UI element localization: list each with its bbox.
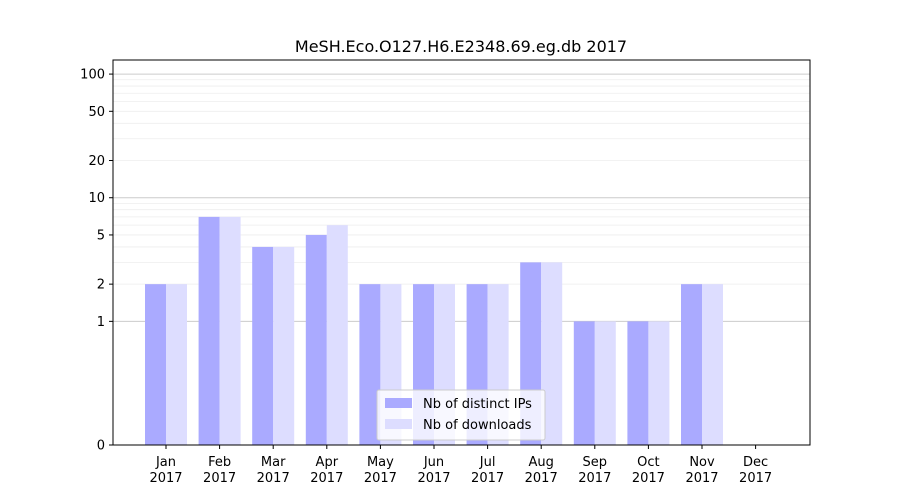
x-tick-label-month: Dec bbox=[743, 455, 768, 470]
x-tick-label-month: May bbox=[367, 455, 394, 470]
x-tick-label-month: Oct bbox=[637, 455, 659, 470]
y-tick-label: 0 bbox=[97, 439, 105, 454]
x-tick-label-year: 2017 bbox=[257, 471, 290, 486]
legend-box bbox=[376, 389, 546, 441]
x-tick-label-month: Sep bbox=[583, 455, 608, 470]
x-tick-label-month: Nov bbox=[689, 455, 715, 470]
x-tick-label-year: 2017 bbox=[203, 471, 236, 486]
bar-distinct-ips bbox=[681, 284, 702, 445]
x-tick-label-month: Jul bbox=[479, 455, 496, 470]
x-tick-label-month: Apr bbox=[316, 455, 339, 470]
x-axis: Jan2017Feb2017Mar2017Apr2017May2017Jun20… bbox=[149, 445, 772, 486]
bar-distinct-ips bbox=[359, 284, 381, 445]
x-tick-label-year: 2017 bbox=[149, 471, 182, 486]
bar-distinct-ips bbox=[627, 321, 649, 445]
x-tick-label-year: 2017 bbox=[739, 471, 772, 486]
x-tick-label-year: 2017 bbox=[632, 471, 665, 486]
x-tick-label-year: 2017 bbox=[310, 471, 343, 486]
bar-downloads bbox=[326, 225, 348, 445]
bar-distinct-ips bbox=[573, 321, 595, 445]
legend-swatch-distinct-ips bbox=[385, 398, 412, 408]
bar-downloads bbox=[594, 321, 616, 445]
x-tick-label-month: Jan bbox=[155, 455, 176, 470]
bar-distinct-ips bbox=[145, 284, 166, 445]
y-tick-label: 2 bbox=[97, 278, 105, 293]
x-tick-label-month: Mar bbox=[261, 455, 286, 470]
bar-downloads bbox=[219, 216, 241, 445]
y-tick-label: 20 bbox=[88, 154, 105, 169]
legend-label-downloads: Nb of downloads bbox=[423, 418, 532, 433]
x-tick-label-month: Jun bbox=[423, 455, 444, 470]
y-tick-label: 10 bbox=[88, 191, 105, 206]
bar-downloads bbox=[166, 284, 187, 445]
y-tick-label: 100 bbox=[80, 68, 105, 83]
y-tick-label: 1 bbox=[97, 315, 105, 330]
bar-distinct-ips bbox=[252, 246, 274, 445]
bar-downloads bbox=[702, 284, 723, 445]
bar-downloads bbox=[541, 262, 563, 445]
x-tick-label-month: Feb bbox=[208, 455, 231, 470]
x-tick-label-year: 2017 bbox=[578, 471, 611, 486]
y-axis: 0 1 2 5 10 20 50 100 bbox=[80, 68, 113, 454]
bar-distinct-ips bbox=[198, 216, 220, 445]
bar-downloads bbox=[273, 246, 295, 445]
y-tick-label: 5 bbox=[97, 228, 105, 243]
bar-downloads bbox=[648, 321, 670, 445]
x-tick-label-month: Aug bbox=[529, 455, 554, 470]
chart-title: MeSH.Eco.O127.H6.E2348.69.eg.db 2017 bbox=[295, 37, 627, 56]
legend-swatch-downloads bbox=[385, 419, 412, 429]
x-tick-label-year: 2017 bbox=[417, 471, 450, 486]
x-tick-label-year: 2017 bbox=[364, 471, 397, 486]
bar-distinct-ips bbox=[305, 234, 327, 445]
x-tick-label-year: 2017 bbox=[471, 471, 504, 486]
plot-frame bbox=[112, 59, 811, 446]
legend: Nb of distinct IPs Nb of downloads bbox=[376, 389, 546, 441]
x-tick-label-year: 2017 bbox=[685, 471, 718, 486]
y-tick-label: 50 bbox=[88, 105, 105, 120]
x-tick-label-year: 2017 bbox=[525, 471, 558, 486]
legend-label-distinct-ips: Nb of distinct IPs bbox=[423, 397, 532, 412]
